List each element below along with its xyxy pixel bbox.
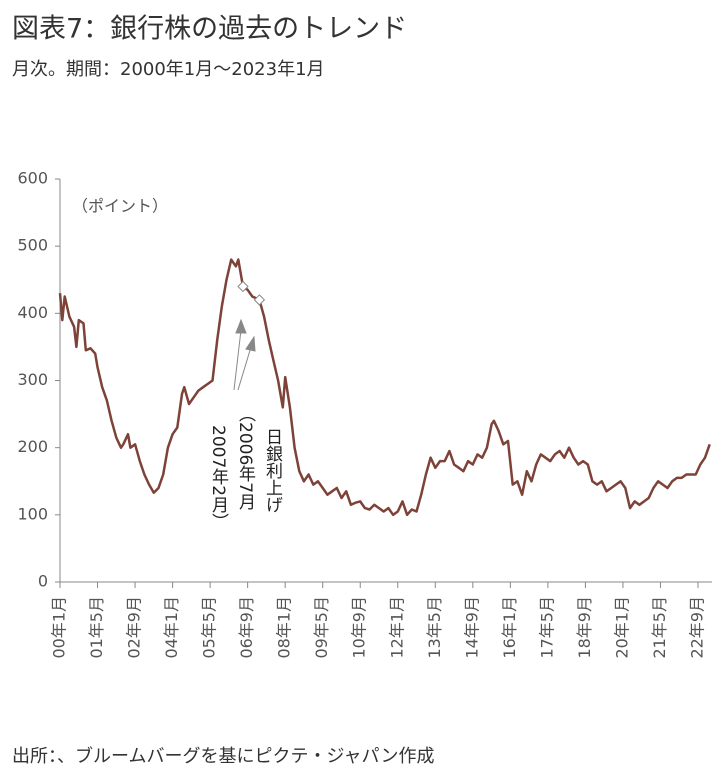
x-tick-label: 14年9月 (462, 596, 481, 659)
y-tick-label: 600 (17, 169, 48, 188)
line (58, 258, 711, 517)
x-tick-label: 20年1月 (612, 596, 631, 659)
source: 出所：、ブルームバーグを基にピクテ・ジャパン作成 (12, 745, 434, 767)
chart-subtitle: 月次。期間：2000年1月～2023年1月 (12, 59, 325, 80)
annotation: 2007年2月） (208, 425, 229, 530)
x-tick-label: 08年1月 (275, 596, 294, 659)
x-tick-label: 16年1月 (500, 596, 519, 659)
y-tick-label: 100 (17, 504, 48, 523)
annotation: （2006年7月 (235, 405, 256, 510)
marker (237, 280, 249, 293)
x-tick-label: 18年9月 (575, 596, 594, 659)
y-tick-label: 0 (38, 572, 48, 591)
y-tick-label: 300 (17, 370, 48, 389)
x-tick-label: 02年9月 (125, 596, 144, 659)
x-tick-label: 09年5月 (312, 596, 331, 659)
x-tick-label: 13年5月 (425, 596, 444, 659)
arrows (233, 318, 256, 391)
x-tick-label: 12年1月 (387, 596, 406, 659)
x-tick-label: 04年1月 (162, 596, 181, 659)
x-tick-label: 00年1月 (50, 596, 69, 659)
x-tick-label: 22年9月 (688, 596, 707, 659)
y-axis-label: （ポイント） (72, 197, 168, 216)
y-tick-label: 400 (17, 303, 48, 322)
annotation: 日銀利上げ (262, 428, 283, 513)
marker (253, 294, 266, 306)
x-tick-label: 10年9月 (350, 596, 369, 659)
x-tick-label: 05年5月 (200, 596, 219, 659)
y-tick-label: 500 (17, 236, 48, 255)
x-tick-label: 17年5月 (537, 596, 556, 659)
y-tick-label: 200 (17, 437, 48, 456)
x-tick-label: 21年5月 (650, 596, 669, 659)
x-tick-label: 06年9月 (237, 596, 256, 659)
chart-title: 図表7：銀行株の過去のトレンド (12, 14, 407, 45)
x-tick-label: 01年5月 (87, 596, 106, 659)
